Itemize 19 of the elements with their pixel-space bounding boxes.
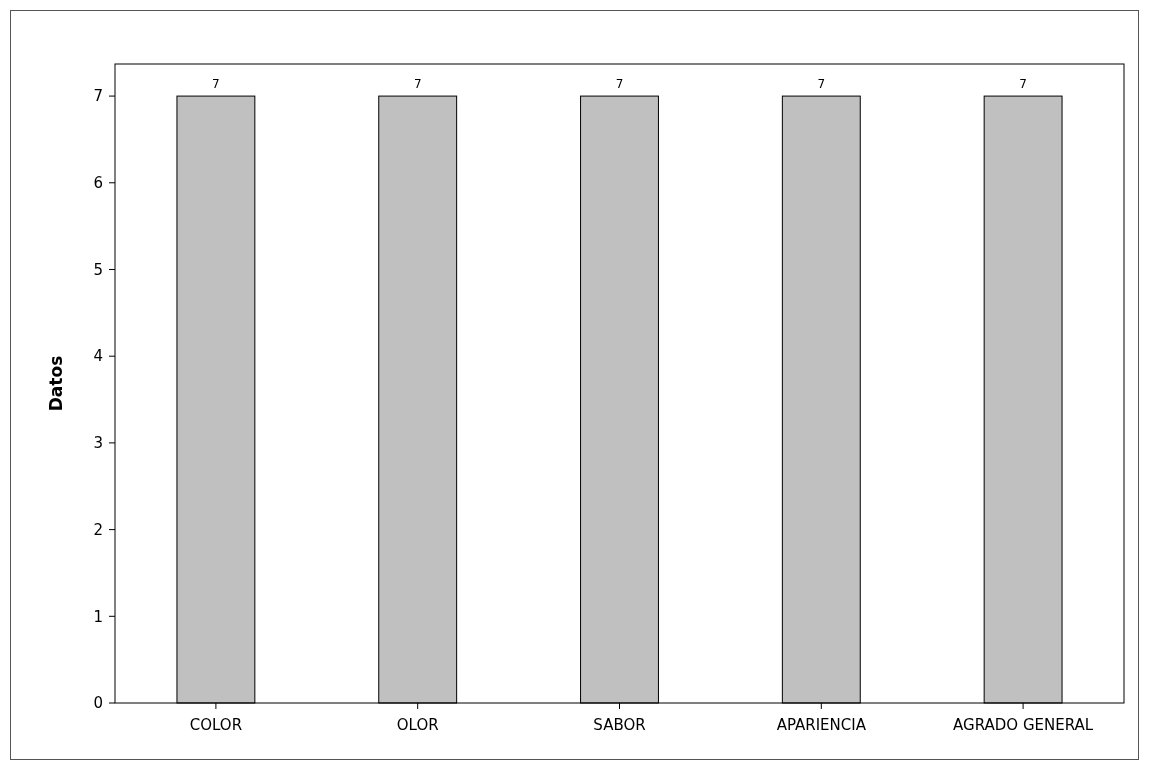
x-tick-label: AGRADO GENERAL — [953, 716, 1094, 734]
y-tick-label: 1 — [93, 607, 103, 626]
y-tick-label: 7 — [93, 87, 103, 106]
x-tick-label: OLOR — [396, 716, 439, 734]
y-tick-label: 4 — [93, 347, 103, 366]
data-label: 7 — [413, 77, 422, 92]
y-tick-label: 3 — [93, 434, 103, 453]
data-label: 7 — [615, 77, 624, 92]
y-axis-title: Datos — [46, 355, 66, 412]
x-tick-label: COLOR — [189, 716, 243, 734]
y-tick-label: 0 — [93, 694, 103, 713]
data-label: 7 — [1019, 77, 1027, 92]
y-tick-label: 6 — [93, 174, 103, 193]
x-tick-label: APARIENCIA — [776, 716, 867, 734]
y-tick-label: 2 — [93, 520, 103, 539]
y-tick-label: 5 — [93, 260, 103, 279]
data-label: 7 — [817, 77, 826, 92]
x-tick-label: SABOR — [593, 716, 646, 734]
data-label: 7 — [212, 77, 220, 92]
